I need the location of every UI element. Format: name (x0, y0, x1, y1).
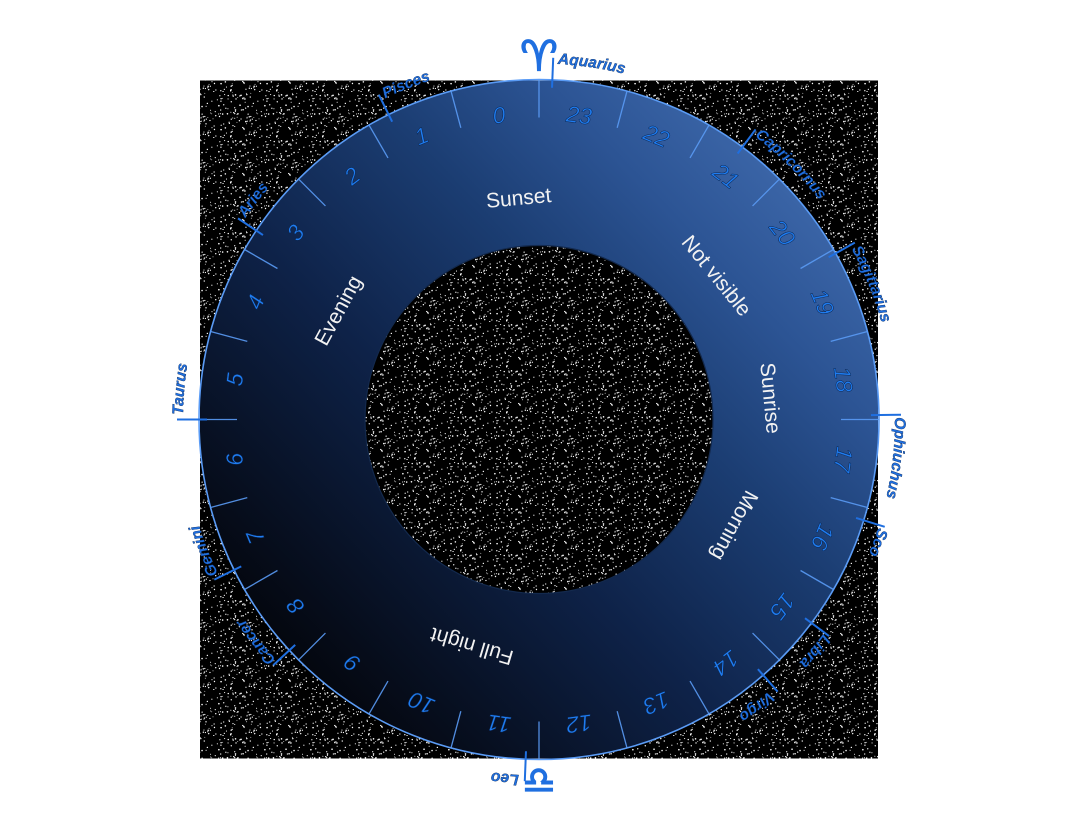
svg-text:♎: ♎ (522, 760, 555, 801)
svg-text:Aquarius: Aquarius (556, 51, 627, 78)
svg-text:Ophiuchus: Ophiuchus (882, 417, 908, 500)
svg-text:23: 23 (564, 100, 594, 129)
svg-text:18: 18 (829, 365, 858, 394)
svg-text:17: 17 (829, 445, 858, 475)
svg-text:Leo: Leo (490, 768, 519, 788)
svg-text:12: 12 (564, 709, 593, 738)
svg-text:Taurus: Taurus (170, 362, 191, 415)
svg-text:♈: ♈ (520, 33, 558, 80)
svg-text:11: 11 (485, 709, 512, 738)
